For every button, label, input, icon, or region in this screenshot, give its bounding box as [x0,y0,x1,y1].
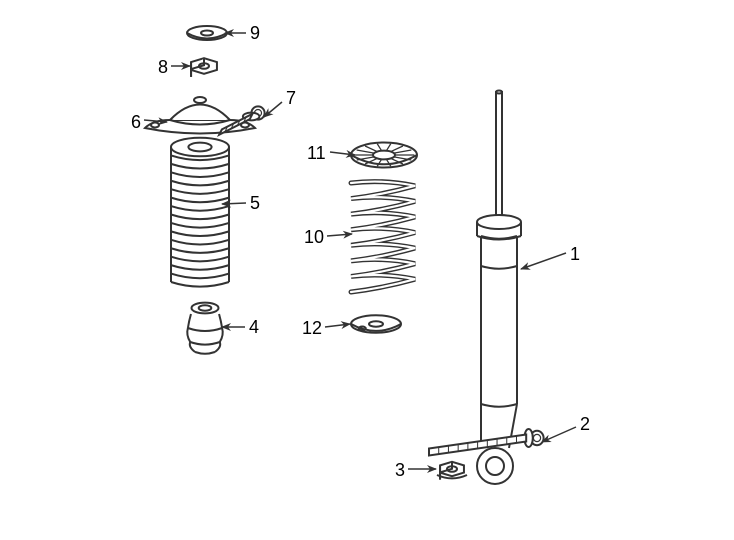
callout-label-5: 5 [250,194,260,212]
part-coil-spring [351,182,415,292]
part-upper-seat [351,142,417,167]
callout-label-4: 4 [249,318,259,336]
part-lower-nut [437,462,467,480]
callout-label-3: 3 [395,461,405,479]
callout-label-11: 11 [307,144,326,162]
callout-label-7: 7 [286,89,296,107]
part-dust-boot [171,138,229,287]
callout-label-12: 12 [302,319,322,337]
part-bump-stop [187,303,222,354]
callout-label-1: 1 [570,245,580,263]
callout-label-2: 2 [580,415,590,433]
part-upper-nut [191,58,217,77]
part-lower-seat [351,315,401,333]
callout-label-8: 8 [158,58,168,76]
callout-arrow-7 [264,102,282,117]
callout-arrow-2 [542,427,576,442]
part-upper-mount [145,97,255,134]
callout-arrow-10 [327,234,352,236]
callout-arrow-12 [325,324,350,327]
callout-arrow-1 [521,253,566,269]
callout-label-9: 9 [250,24,260,42]
callout-arrow-5 [222,203,246,204]
diagram-canvas: 123456789101112 [0,0,734,540]
callout-label-10: 10 [304,228,324,246]
part-shock-absorber [477,91,521,485]
callout-label-6: 6 [131,113,141,131]
diagram-svg [0,0,734,540]
part-washer [187,26,227,40]
